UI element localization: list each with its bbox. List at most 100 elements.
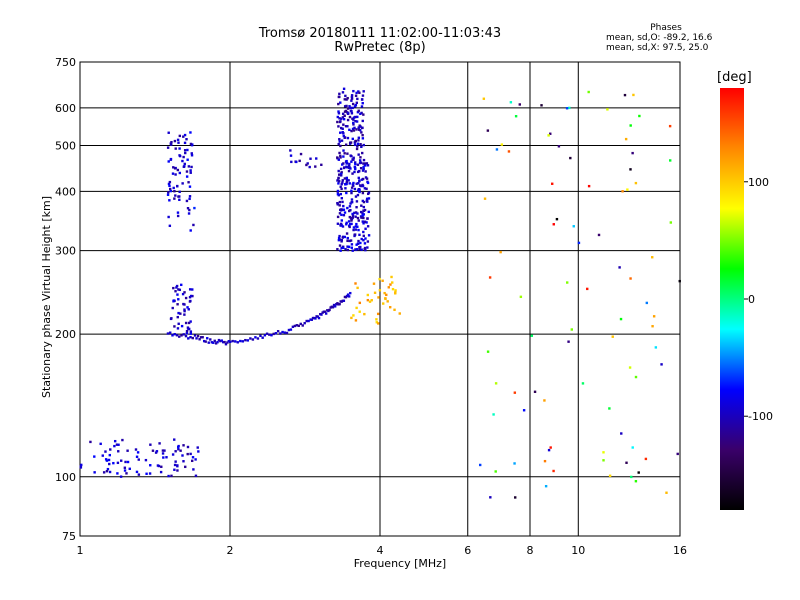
data-point — [348, 239, 352, 243]
data-point — [350, 112, 354, 115]
data-point — [360, 131, 363, 134]
data-point — [339, 249, 342, 252]
data-point — [108, 453, 111, 457]
data-point — [167, 182, 171, 186]
data-point — [358, 91, 361, 94]
chart-subtitle: RwPretec (8p) — [334, 40, 426, 55]
data-point — [351, 117, 354, 120]
data-point — [375, 321, 378, 324]
data-point — [344, 143, 348, 146]
data-point — [336, 248, 339, 251]
data-point — [338, 302, 341, 306]
phase-stats-title: Phases — [650, 23, 682, 33]
data-point — [337, 158, 341, 161]
data-point — [543, 399, 546, 402]
data-point — [366, 225, 370, 228]
data-point — [183, 308, 186, 311]
data-point — [190, 154, 194, 157]
data-point — [356, 97, 359, 101]
data-point — [340, 126, 343, 130]
data-point — [319, 312, 322, 316]
data-point — [174, 147, 177, 150]
data-point — [166, 193, 170, 196]
data-point — [177, 311, 180, 315]
data-point — [109, 448, 112, 451]
data-point — [345, 159, 348, 163]
data-point — [303, 321, 306, 325]
data-point — [173, 438, 176, 441]
data-point — [188, 288, 192, 291]
data-point — [168, 224, 172, 228]
data-point — [669, 159, 672, 162]
data-point — [161, 449, 165, 452]
data-point — [315, 315, 318, 318]
data-point — [362, 113, 365, 116]
data-point — [359, 215, 363, 218]
data-point — [321, 311, 324, 314]
data-point — [310, 318, 314, 321]
data-point — [105, 469, 109, 473]
data-point — [159, 470, 163, 474]
data-point — [355, 182, 358, 185]
data-point — [362, 158, 366, 162]
data-point — [357, 188, 361, 191]
data-point — [309, 318, 312, 321]
data-point — [177, 298, 180, 301]
data-point — [175, 284, 179, 288]
data-point — [350, 219, 353, 222]
x-tick-label: 4 — [377, 544, 384, 557]
data-point — [344, 187, 347, 190]
data-point — [345, 223, 348, 226]
data-point — [354, 319, 358, 322]
data-point — [336, 222, 340, 225]
data-point — [180, 324, 184, 328]
data-point — [349, 202, 352, 205]
data-point — [364, 227, 367, 230]
data-point — [226, 341, 229, 344]
data-point — [113, 444, 116, 448]
data-point — [358, 184, 362, 187]
data-point — [351, 172, 354, 175]
data-point — [186, 326, 190, 329]
data-point — [353, 187, 357, 191]
data-point — [174, 450, 177, 453]
data-point — [183, 162, 186, 166]
data-point — [543, 459, 547, 463]
data-point — [162, 456, 165, 459]
data-point — [168, 180, 172, 184]
data-point — [187, 165, 191, 168]
data-point — [602, 451, 605, 454]
x-tick-label: 2 — [227, 544, 234, 557]
x-tick-label: 8 — [527, 544, 534, 557]
data-point — [363, 312, 366, 316]
data-point — [290, 160, 293, 164]
data-point — [364, 176, 368, 179]
data-point — [217, 338, 221, 342]
data-point — [557, 145, 561, 148]
data-point — [338, 138, 341, 141]
data-point — [365, 162, 369, 165]
data-point — [353, 234, 356, 238]
data-point — [227, 340, 230, 343]
data-point — [348, 222, 352, 226]
data-point — [357, 228, 360, 232]
data-point — [350, 129, 353, 133]
data-point — [362, 222, 365, 225]
data-point — [623, 93, 627, 97]
data-point — [354, 282, 357, 285]
data-point — [173, 189, 176, 193]
data-point — [336, 215, 340, 219]
data-point — [343, 114, 346, 117]
data-point — [519, 295, 523, 299]
data-point — [117, 450, 120, 453]
data-point — [343, 136, 347, 139]
data-point — [346, 248, 350, 252]
data-point — [348, 128, 351, 132]
data-point — [177, 141, 180, 144]
data-point — [634, 181, 638, 185]
data-point — [193, 334, 197, 337]
x-axis-ticks: 1 2 4 6 8 10 16 — [77, 544, 688, 557]
data-point — [186, 452, 189, 456]
data-point — [344, 248, 347, 251]
data-point — [353, 105, 357, 108]
